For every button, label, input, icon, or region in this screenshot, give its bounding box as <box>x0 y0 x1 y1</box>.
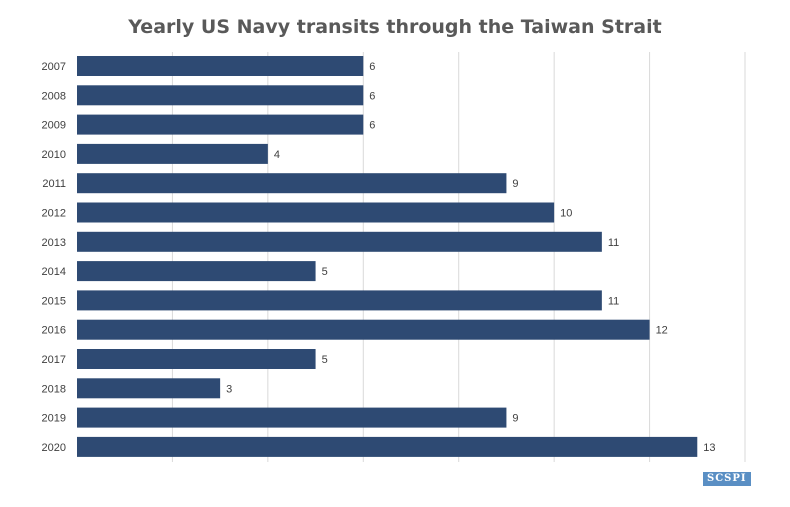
grid-lines <box>171 52 746 462</box>
category-labels: 2007 2008 2009 2010 2011 2012 2013 2014 2015 2016… <box>42 61 66 454</box>
bar-2010 <box>77 143 268 164</box>
category-label: 2020 <box>42 442 66 454</box>
bar-2012 <box>77 202 555 223</box>
value-label: 10 <box>560 208 572 220</box>
bar-2016 <box>77 319 650 340</box>
value-label: 6 <box>369 90 375 102</box>
value-label: 5 <box>322 354 328 366</box>
category-label: 2019 <box>42 413 66 425</box>
bar-2018 <box>77 378 221 399</box>
category-label: 2017 <box>42 354 66 366</box>
bars <box>77 56 698 457</box>
value-label: 11 <box>608 237 619 249</box>
bar-2009 <box>77 114 364 135</box>
value-label: 5 <box>322 266 328 278</box>
category-label: 2009 <box>42 120 66 132</box>
value-label: 13 <box>703 442 715 454</box>
bar-2008 <box>77 85 364 106</box>
category-label: 2007 <box>42 61 66 73</box>
value-label: 12 <box>656 325 668 337</box>
scspi-logo: SCSPI <box>703 472 751 486</box>
bar-2011 <box>77 173 507 194</box>
value-labels: 6 6 6 4 9 10 11 5 11 12 5 3 9 13 <box>226 61 715 454</box>
value-label: 3 <box>226 383 232 395</box>
bar-2007 <box>77 56 364 76</box>
bar-2014 <box>77 261 316 282</box>
value-label: 6 <box>369 120 375 132</box>
category-label: 2012 <box>42 208 66 220</box>
value-label: 4 <box>274 149 280 161</box>
category-label: 2016 <box>42 325 66 337</box>
chart-title: Yearly US Navy transits through the Taiw… <box>128 16 662 38</box>
category-label: 2013 <box>42 237 66 249</box>
bar-2013 <box>77 231 602 252</box>
bar-2017 <box>77 349 316 369</box>
value-label: 11 <box>608 295 619 307</box>
category-label: 2011 <box>42 178 66 190</box>
category-label: 2008 <box>42 90 66 102</box>
value-label: 9 <box>512 413 518 425</box>
category-label: 2014 <box>42 266 66 278</box>
value-label: 9 <box>512 178 518 190</box>
category-label: 2015 <box>42 295 66 307</box>
category-label: 2018 <box>42 383 66 395</box>
value-label: 6 <box>369 61 375 73</box>
category-label: 2010 <box>42 149 66 161</box>
bar-2020 <box>77 436 698 457</box>
bar-2015 <box>77 290 602 311</box>
bar-2019 <box>77 407 507 428</box>
